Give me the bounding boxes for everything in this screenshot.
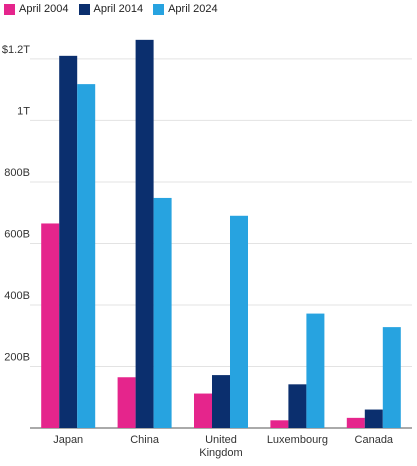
bar-china-april-2004 — [117, 377, 136, 428]
bar-japan-april-2004 — [41, 223, 60, 428]
y-tick-label-600: 600B — [4, 228, 30, 240]
bar-china-april-2024 — [153, 197, 172, 428]
x-tick-label-china: China — [130, 434, 160, 446]
bar-china-april-2014 — [135, 39, 154, 429]
legend-swatch-2024 — [153, 3, 165, 15]
legend-label-2004: April 2004 — [19, 3, 69, 15]
bar-united-kingdom-april-2014 — [212, 375, 230, 428]
bar-canada-april-2024 — [382, 327, 401, 428]
legend-swatch-2014 — [78, 3, 90, 15]
bar-united-kingdom-april-2004 — [194, 393, 212, 428]
bar-united-kingdom-april-2024 — [230, 215, 248, 428]
y-tick-label-400: 400B — [4, 290, 30, 302]
y-tick-label-1000: 1T — [17, 105, 30, 117]
legend-label-2024: April 2024 — [168, 3, 218, 15]
x-tick-label-united-kingdom-line-1: United — [205, 434, 237, 446]
legend-item-2014: April 2014 — [78, 3, 144, 15]
legend-swatch-2004 — [4, 3, 15, 15]
legend-label-2014: April 2014 — [93, 3, 144, 15]
y-tick-label-800: 800B — [4, 167, 30, 179]
x-tick-label-luxembourg: Luxembourg — [267, 434, 328, 446]
bar-japan-april-2024 — [77, 84, 96, 428]
y-tick-label-1200: $1.2T — [2, 44, 30, 56]
bar-canada-april-2004 — [346, 417, 365, 428]
legend: April 2004 April 2014 April 2024 — [4, 3, 218, 15]
legend-item-2024: April 2024 — [153, 3, 218, 15]
bar-japan-april-2014 — [59, 55, 78, 428]
x-tick-label-canada: Canada — [355, 434, 394, 446]
bar-luxembourg-april-2004 — [270, 420, 289, 428]
bar-luxembourg-april-2014 — [288, 384, 307, 428]
x-tick-label-japan: Japan — [53, 434, 83, 446]
x-tick-label-united-kingdom-line-2: Kingdom — [199, 447, 242, 459]
bar-luxembourg-april-2024 — [306, 313, 325, 428]
bar-canada-april-2014 — [364, 409, 383, 428]
y-tick-label-200: 200B — [4, 351, 30, 363]
legend-item-2004: April 2004 — [4, 3, 69, 15]
